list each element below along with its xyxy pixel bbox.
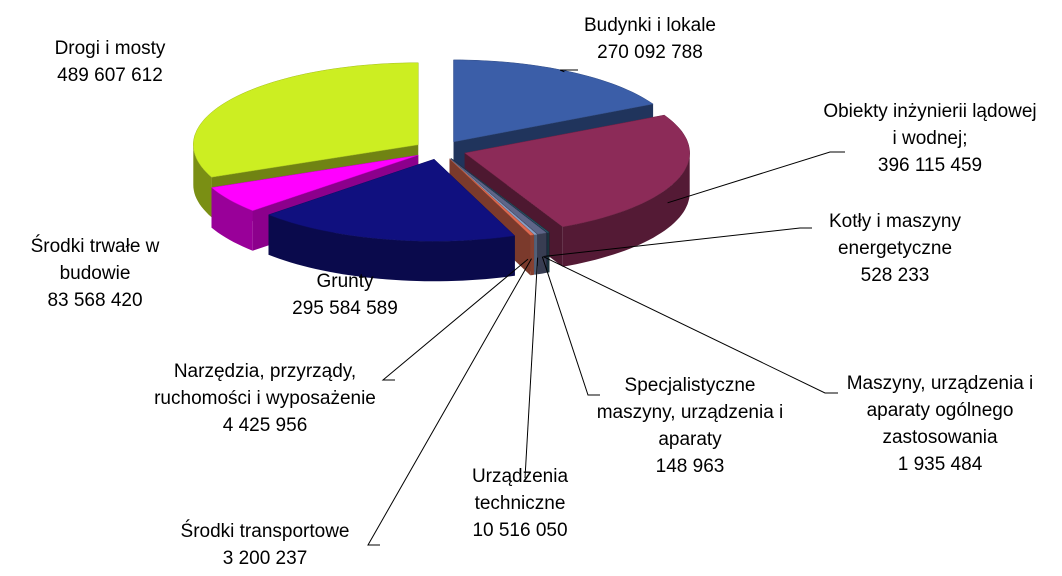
value-label: 1 935 484	[897, 454, 983, 475]
data-label: Maszyny, urządzenia i aparaty ogólnego z…	[840, 370, 1040, 478]
leader-line	[367, 258, 532, 546]
category-label: Drogi i mosty	[54, 38, 166, 59]
category-label: Maszyny, urządzenia i aparaty ogólnego z…	[846, 373, 1034, 448]
leader-line	[542, 256, 838, 394]
slice-wall	[530, 234, 534, 276]
data-label: Narzędzia, przyrządy, ruchomości i wypos…	[145, 358, 385, 439]
slice-wall	[547, 232, 549, 273]
value-label: 295 584 589	[292, 298, 398, 319]
data-label: Specjalistyczne maszyny, urządzenia i ap…	[585, 372, 795, 480]
category-label: Kotły i maszyny energetyczne	[829, 211, 961, 259]
slice-wall	[268, 214, 515, 282]
slice-wall	[562, 153, 690, 267]
data-label: Budynki i lokale 270 092 788	[550, 12, 750, 66]
slice	[193, 62, 419, 178]
category-label: Budynki i lokale	[583, 15, 717, 36]
category-label: Specjalistyczne maszyny, urządzenia i ap…	[596, 375, 784, 450]
leader-line	[544, 227, 812, 257]
leader-line	[524, 257, 539, 479]
slice-wall	[548, 232, 550, 273]
slice-wall	[211, 187, 253, 251]
slice-wall	[537, 232, 547, 275]
value-label: 3 200 237	[222, 548, 308, 569]
value-label: 83 568 420	[47, 290, 143, 311]
slice	[464, 114, 690, 228]
slice-wall	[193, 144, 212, 218]
slice	[449, 158, 538, 236]
slice	[267, 158, 516, 242]
slice	[210, 154, 419, 211]
slice	[450, 158, 548, 233]
data-label: Środki transportowe 3 200 237	[145, 518, 385, 572]
value-label: 489 607 612	[57, 65, 163, 86]
value-label: 4 425 956	[222, 415, 308, 436]
leader-line	[667, 151, 845, 204]
value-label: 148 963	[655, 456, 725, 477]
data-label: Obiekty inżynierii lądowej i wodnej; 396 …	[820, 98, 1040, 179]
data-label: Urządzenia techniczne 10 516 050	[450, 463, 590, 544]
value-label: 10 516 050	[472, 520, 568, 541]
data-label: Drogi i mosty 489 607 612	[10, 35, 210, 89]
data-label: Grunty 295 584 589	[265, 268, 425, 322]
value-label: 396 115 459	[877, 155, 983, 176]
value-label: 528 233	[860, 265, 930, 286]
category-label: Urządzenia techniczne	[471, 466, 569, 514]
slice	[450, 158, 548, 235]
category-label: Środki trwałe w budowie	[30, 236, 160, 284]
leader-line	[381, 258, 529, 381]
category-label: Grunty	[316, 271, 374, 292]
slice	[453, 59, 654, 143]
slice-side	[211, 155, 419, 228]
slice-wall	[534, 234, 538, 275]
leader-line	[541, 256, 600, 396]
category-label: Środki transportowe	[180, 521, 350, 542]
category-label: Narzędzia, przyrządy, ruchomości i wypos…	[154, 361, 376, 409]
slice	[449, 158, 535, 236]
data-label: Środki trwałe w budowie 83 568 420	[5, 233, 185, 314]
data-label: Kotły i maszyny energetyczne 528 233	[810, 208, 980, 289]
category-label: Obiekty inżynierii lądowej i wodnej;	[823, 101, 1037, 149]
value-label: 270 092 788	[597, 42, 703, 63]
leader-line	[559, 69, 578, 73]
